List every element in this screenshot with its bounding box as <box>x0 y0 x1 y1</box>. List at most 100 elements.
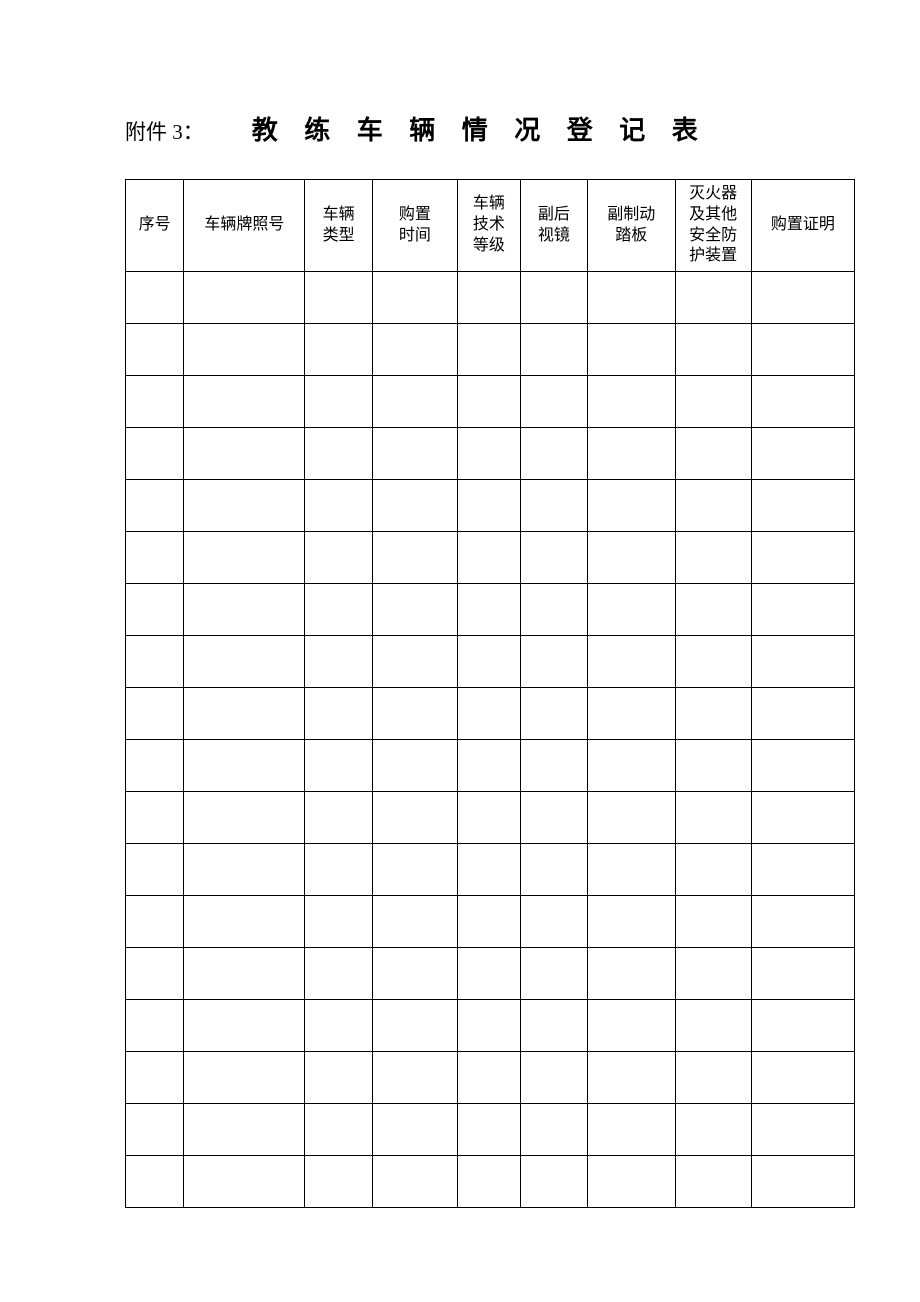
table-cell <box>305 584 372 636</box>
table-cell <box>751 1156 854 1208</box>
table-row <box>126 792 855 844</box>
table-cell <box>184 1156 305 1208</box>
table-cell <box>457 688 520 740</box>
table-cell <box>751 272 854 324</box>
table-cell <box>457 480 520 532</box>
table-cell <box>520 792 587 844</box>
table-cell <box>372 428 457 480</box>
table-cell <box>126 376 184 428</box>
table-row <box>126 376 855 428</box>
table-row <box>126 584 855 636</box>
table-row <box>126 740 855 792</box>
table-cell <box>372 532 457 584</box>
table-cell <box>184 948 305 1000</box>
table-cell <box>372 1104 457 1156</box>
table-cell <box>520 1000 587 1052</box>
table-cell <box>457 584 520 636</box>
table-cell <box>588 896 675 948</box>
table-row <box>126 532 855 584</box>
table-cell <box>675 1156 751 1208</box>
table-cell <box>457 1104 520 1156</box>
table-cell <box>126 688 184 740</box>
table-cell <box>184 376 305 428</box>
table-cell <box>305 844 372 896</box>
table-cell <box>520 896 587 948</box>
table-row <box>126 324 855 376</box>
table-cell <box>675 1104 751 1156</box>
table-row <box>126 688 855 740</box>
header-purchase-date: 购置时间 <box>372 180 457 272</box>
table-cell <box>751 896 854 948</box>
table-cell <box>588 948 675 1000</box>
table-cell <box>675 428 751 480</box>
table-row <box>126 636 855 688</box>
header-purchase-proof: 购置证明 <box>751 180 854 272</box>
table-cell <box>520 584 587 636</box>
table-cell <box>588 272 675 324</box>
table-cell <box>372 948 457 1000</box>
table-cell <box>184 532 305 584</box>
table-cell <box>457 272 520 324</box>
table-cell <box>305 1052 372 1104</box>
table-cell <box>457 896 520 948</box>
table-cell <box>751 324 854 376</box>
table-cell <box>520 532 587 584</box>
header-tech-level: 车辆技术等级 <box>457 180 520 272</box>
table-cell <box>588 844 675 896</box>
table-cell <box>305 480 372 532</box>
table-cell <box>372 324 457 376</box>
table-cell <box>372 792 457 844</box>
table-cell <box>675 480 751 532</box>
table-cell <box>305 1104 372 1156</box>
table-cell <box>184 740 305 792</box>
table-cell <box>305 792 372 844</box>
table-cell <box>751 428 854 480</box>
table-cell <box>520 1156 587 1208</box>
table-cell <box>675 272 751 324</box>
table-cell <box>588 792 675 844</box>
table-cell <box>126 636 184 688</box>
table-cell <box>126 480 184 532</box>
table-cell <box>675 1052 751 1104</box>
table-cell <box>305 896 372 948</box>
table-cell <box>520 1052 587 1104</box>
table-cell <box>457 532 520 584</box>
table-cell <box>184 636 305 688</box>
table-cell <box>675 740 751 792</box>
table-cell <box>126 1052 184 1104</box>
table-cell <box>457 844 520 896</box>
document-title: 教 练 车 辆 情 况 登 记 表 <box>252 110 708 147</box>
table-cell <box>675 376 751 428</box>
table-header-row: 序号 车辆牌照号 车辆类型 购置时间 车辆技术等级 副后视镜 副制动踏板 灭火器… <box>126 180 855 272</box>
header-brake-pedal: 副制动踏板 <box>588 180 675 272</box>
table-cell <box>305 376 372 428</box>
table-cell <box>305 688 372 740</box>
table-cell <box>751 1052 854 1104</box>
table-cell <box>126 584 184 636</box>
table-cell <box>457 428 520 480</box>
table-row <box>126 272 855 324</box>
table-cell <box>751 636 854 688</box>
table-cell <box>588 1052 675 1104</box>
table-cell <box>305 740 372 792</box>
table-cell <box>588 584 675 636</box>
table-cell <box>457 324 520 376</box>
table-cell <box>372 272 457 324</box>
header-fire-extinguisher: 灭火器及其他安全防护装置 <box>675 180 751 272</box>
table-cell <box>751 792 854 844</box>
table-cell <box>675 324 751 376</box>
table-cell <box>675 636 751 688</box>
table-cell <box>520 272 587 324</box>
table-cell <box>588 636 675 688</box>
table-cell <box>751 948 854 1000</box>
table-cell <box>457 636 520 688</box>
table-row <box>126 1104 855 1156</box>
table-cell <box>372 896 457 948</box>
vehicle-registration-table: 序号 车辆牌照号 车辆类型 购置时间 车辆技术等级 副后视镜 副制动踏板 灭火器… <box>125 179 855 1208</box>
table-cell <box>520 376 587 428</box>
table-cell <box>588 376 675 428</box>
table-cell <box>184 1000 305 1052</box>
table-cell <box>520 948 587 1000</box>
header-serial-number: 序号 <box>126 180 184 272</box>
table-cell <box>588 1104 675 1156</box>
